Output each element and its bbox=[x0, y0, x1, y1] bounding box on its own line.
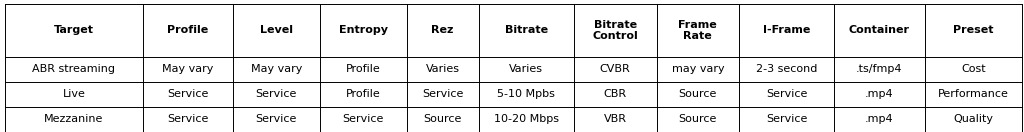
Text: may vary: may vary bbox=[672, 64, 724, 74]
Text: Service: Service bbox=[167, 89, 209, 99]
Text: .ts/fmp4: .ts/fmp4 bbox=[856, 64, 903, 74]
Text: CVBR: CVBR bbox=[600, 64, 631, 74]
Text: 10-20 Mbps: 10-20 Mbps bbox=[494, 114, 559, 124]
Text: May vary: May vary bbox=[162, 64, 214, 74]
Text: Live: Live bbox=[62, 89, 85, 99]
Text: Source: Source bbox=[679, 114, 717, 124]
Text: Level: Level bbox=[260, 25, 293, 35]
Text: ABR streaming: ABR streaming bbox=[33, 64, 116, 74]
Text: Rez: Rez bbox=[431, 25, 454, 35]
Text: Service: Service bbox=[766, 89, 808, 99]
Text: Source: Source bbox=[423, 114, 462, 124]
Text: Service: Service bbox=[167, 114, 209, 124]
Text: Bitrate: Bitrate bbox=[505, 25, 548, 35]
Text: Service: Service bbox=[256, 114, 297, 124]
Text: VBR: VBR bbox=[604, 114, 627, 124]
Text: Mezzanine: Mezzanine bbox=[44, 114, 103, 124]
Text: Service: Service bbox=[766, 114, 808, 124]
Text: Entropy: Entropy bbox=[339, 25, 388, 35]
Text: Varies: Varies bbox=[509, 64, 544, 74]
Text: 5-10 Mpbs: 5-10 Mpbs bbox=[498, 89, 555, 99]
Text: .mp4: .mp4 bbox=[865, 89, 894, 99]
Text: I-Frame: I-Frame bbox=[763, 25, 811, 35]
Text: Profile: Profile bbox=[346, 89, 381, 99]
Text: 2-3 second: 2-3 second bbox=[756, 64, 817, 74]
Text: Service: Service bbox=[256, 89, 297, 99]
Text: Profile: Profile bbox=[346, 64, 381, 74]
Text: .mp4: .mp4 bbox=[865, 114, 894, 124]
Text: Bitrate
Control: Bitrate Control bbox=[592, 20, 638, 41]
Text: May vary: May vary bbox=[251, 64, 302, 74]
Text: Frame
Rate: Frame Rate bbox=[679, 20, 717, 41]
Text: Quality: Quality bbox=[953, 114, 993, 124]
Text: Varies: Varies bbox=[426, 64, 460, 74]
Text: Profile: Profile bbox=[167, 25, 209, 35]
Text: Cost: Cost bbox=[961, 64, 985, 74]
Text: Service: Service bbox=[422, 89, 463, 99]
Text: Target: Target bbox=[54, 25, 94, 35]
Text: Performance: Performance bbox=[938, 89, 1009, 99]
Text: CBR: CBR bbox=[604, 89, 627, 99]
Text: Source: Source bbox=[679, 89, 717, 99]
Text: Container: Container bbox=[849, 25, 910, 35]
Text: Preset: Preset bbox=[953, 25, 993, 35]
Text: Service: Service bbox=[342, 114, 384, 124]
